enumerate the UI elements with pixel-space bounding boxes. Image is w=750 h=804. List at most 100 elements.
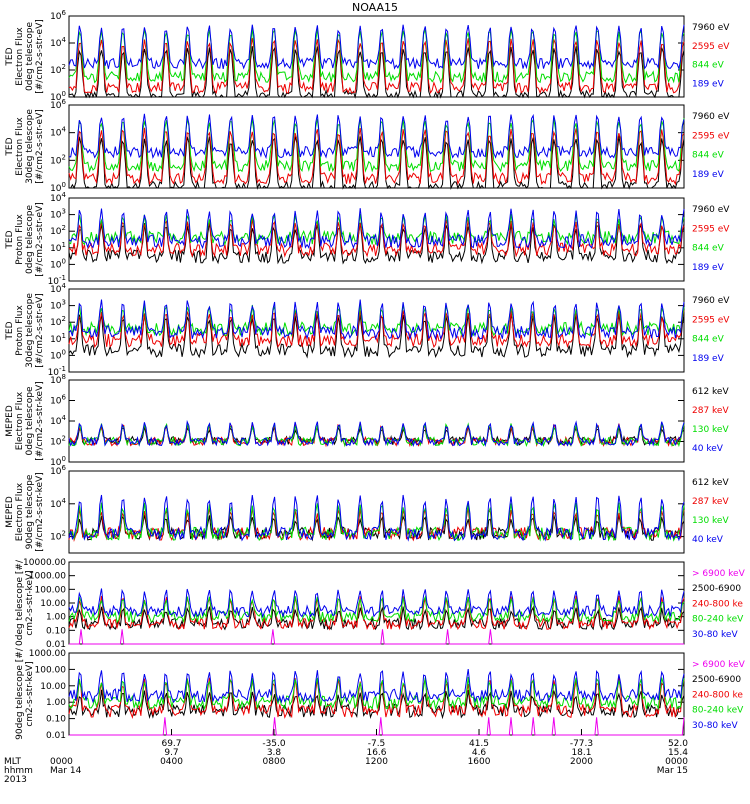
legend-label: 287 keV	[692, 497, 729, 507]
y-axis-label: Electron Flux	[15, 482, 25, 541]
y-axis-label: [#/cm2-s-str-eV]	[35, 109, 45, 184]
legend-label: 30-80 keV	[692, 721, 738, 731]
y-axis-label: 90deg telescope [#/	[15, 647, 25, 740]
panel-frame	[68, 104, 685, 189]
y-axis-label: 30deg telescope	[25, 109, 35, 184]
legend-label: 130 keV	[692, 425, 729, 435]
y-tick-label: 10-1	[48, 274, 66, 287]
x-tick-label: 1200	[365, 757, 388, 767]
y-tick-label: 104	[50, 282, 66, 295]
y-tick-label: 104	[50, 191, 66, 204]
series-line	[68, 605, 685, 631]
legend-label: 2500-6900	[692, 675, 741, 685]
y-axis-label: cm2-s-str-keV]	[25, 661, 35, 726]
x-tick-label: 1600	[468, 757, 491, 767]
legend-label: 80-240 keV	[692, 615, 744, 625]
y-tick-label: 101	[50, 241, 66, 254]
x-tick-label: 4.6	[472, 748, 487, 758]
series-line	[68, 676, 685, 711]
y-tick-label: 106	[50, 394, 66, 407]
x-row-label: hhmm	[4, 766, 33, 776]
legend-label: 612 keV	[692, 387, 729, 397]
y-tick-label: 102	[50, 224, 66, 237]
series-line	[68, 28, 685, 84]
series-line	[68, 127, 685, 186]
y-tick-label: 10.00	[40, 682, 66, 692]
series-line	[68, 310, 685, 349]
legend-label: 2595 eV	[692, 224, 730, 234]
x-tick-label: 18.1	[571, 748, 591, 758]
y-axis-label: [#/cm2-s-str-eV]	[35, 19, 45, 94]
x-tick-label: 16.6	[366, 748, 386, 758]
legend-label: > 6900 keV	[692, 660, 746, 670]
legend-label: 40 keV	[692, 444, 724, 454]
y-tick-label: 102	[50, 435, 66, 448]
series-line	[68, 313, 685, 359]
legend-label: 80-240 keV	[692, 706, 744, 716]
y-tick-label: 101	[50, 332, 66, 345]
x-tick-label: 0000	[665, 757, 688, 767]
y-tick-label: 100	[50, 181, 66, 194]
y-tick-label: 0.01	[46, 640, 66, 650]
x-tick-label: 41.5	[469, 739, 489, 749]
y-tick-label: 104	[50, 126, 66, 139]
series-line	[68, 118, 685, 173]
series-line	[68, 299, 685, 341]
legend-label: 287 keV	[692, 406, 729, 416]
y-tick-label: 102	[50, 63, 66, 76]
legend-label: 7960 eV	[692, 205, 730, 215]
series-line	[68, 424, 685, 447]
legend-label: 189 eV	[692, 79, 725, 89]
legend-label: 2595 eV	[692, 42, 730, 52]
y-axis-label: Electron Flux	[15, 27, 25, 86]
y-tick-label: 102	[50, 315, 66, 328]
y-tick-label: 0.01	[46, 731, 66, 741]
legend-label: 2595 eV	[692, 131, 730, 141]
y-tick-label: 100	[50, 455, 66, 468]
series-line	[68, 419, 685, 447]
y-axis-label: [#/cm2-s-str-eV]	[35, 202, 45, 277]
y-axis-label: [#/cm2-s-str-keV]	[35, 472, 45, 551]
panel-frame	[68, 561, 685, 645]
legend-label: 7960 eV	[692, 23, 730, 33]
y-tick-label: 10-1	[48, 365, 66, 378]
series-line	[69, 629, 684, 645]
x-tick-label: 2000	[570, 757, 593, 767]
y-tick-label: 104	[50, 414, 66, 427]
legend-label: 240-800 ke	[692, 599, 743, 609]
y-tick-label: 1.00	[46, 613, 66, 623]
legend-label: 7960 eV	[692, 112, 730, 122]
legend-label: 2500-6900	[692, 584, 741, 594]
legend-label: 30-80 keV	[692, 630, 738, 640]
x-tick-label: 0800	[263, 757, 286, 767]
series-line	[68, 113, 685, 160]
y-tick-label: 10.00	[40, 599, 66, 609]
x-tick-label: 0400	[160, 757, 183, 767]
y-axis-label: MEPED	[5, 496, 15, 528]
series-line	[68, 213, 685, 247]
legend-label: 240-800 ke	[692, 690, 743, 700]
legend-label: 844 eV	[692, 151, 725, 161]
x-tick-label: 3.8	[267, 748, 282, 758]
y-axis-label: Proton Flux	[15, 305, 25, 356]
legend-label: 189 eV	[692, 170, 725, 180]
y-tick-label: 1.00	[46, 698, 66, 708]
x-tick-label: 9.7	[164, 748, 178, 758]
series-line	[68, 304, 685, 338]
x-tick-label: 15.4	[668, 748, 688, 758]
series-line	[68, 669, 685, 704]
y-axis-label: Electron Flux	[15, 391, 25, 450]
x-row-label: 2013	[4, 775, 27, 785]
x-tick-label: 0000	[50, 757, 73, 767]
y-axis-label: TED	[5, 47, 15, 66]
y-tick-label: 100	[50, 90, 66, 103]
y-tick-label: 102	[50, 530, 66, 543]
y-tick-label: 103	[50, 208, 66, 221]
y-axis-label: [#/cm2-s-str-eV]	[35, 293, 45, 368]
x-tick-label: -77.3	[570, 739, 593, 749]
y-axis-label: 0deg telescope [#/	[15, 559, 25, 646]
chart-title: NOAA15	[352, 1, 398, 14]
y-axis-label: Proton Flux	[15, 214, 25, 265]
